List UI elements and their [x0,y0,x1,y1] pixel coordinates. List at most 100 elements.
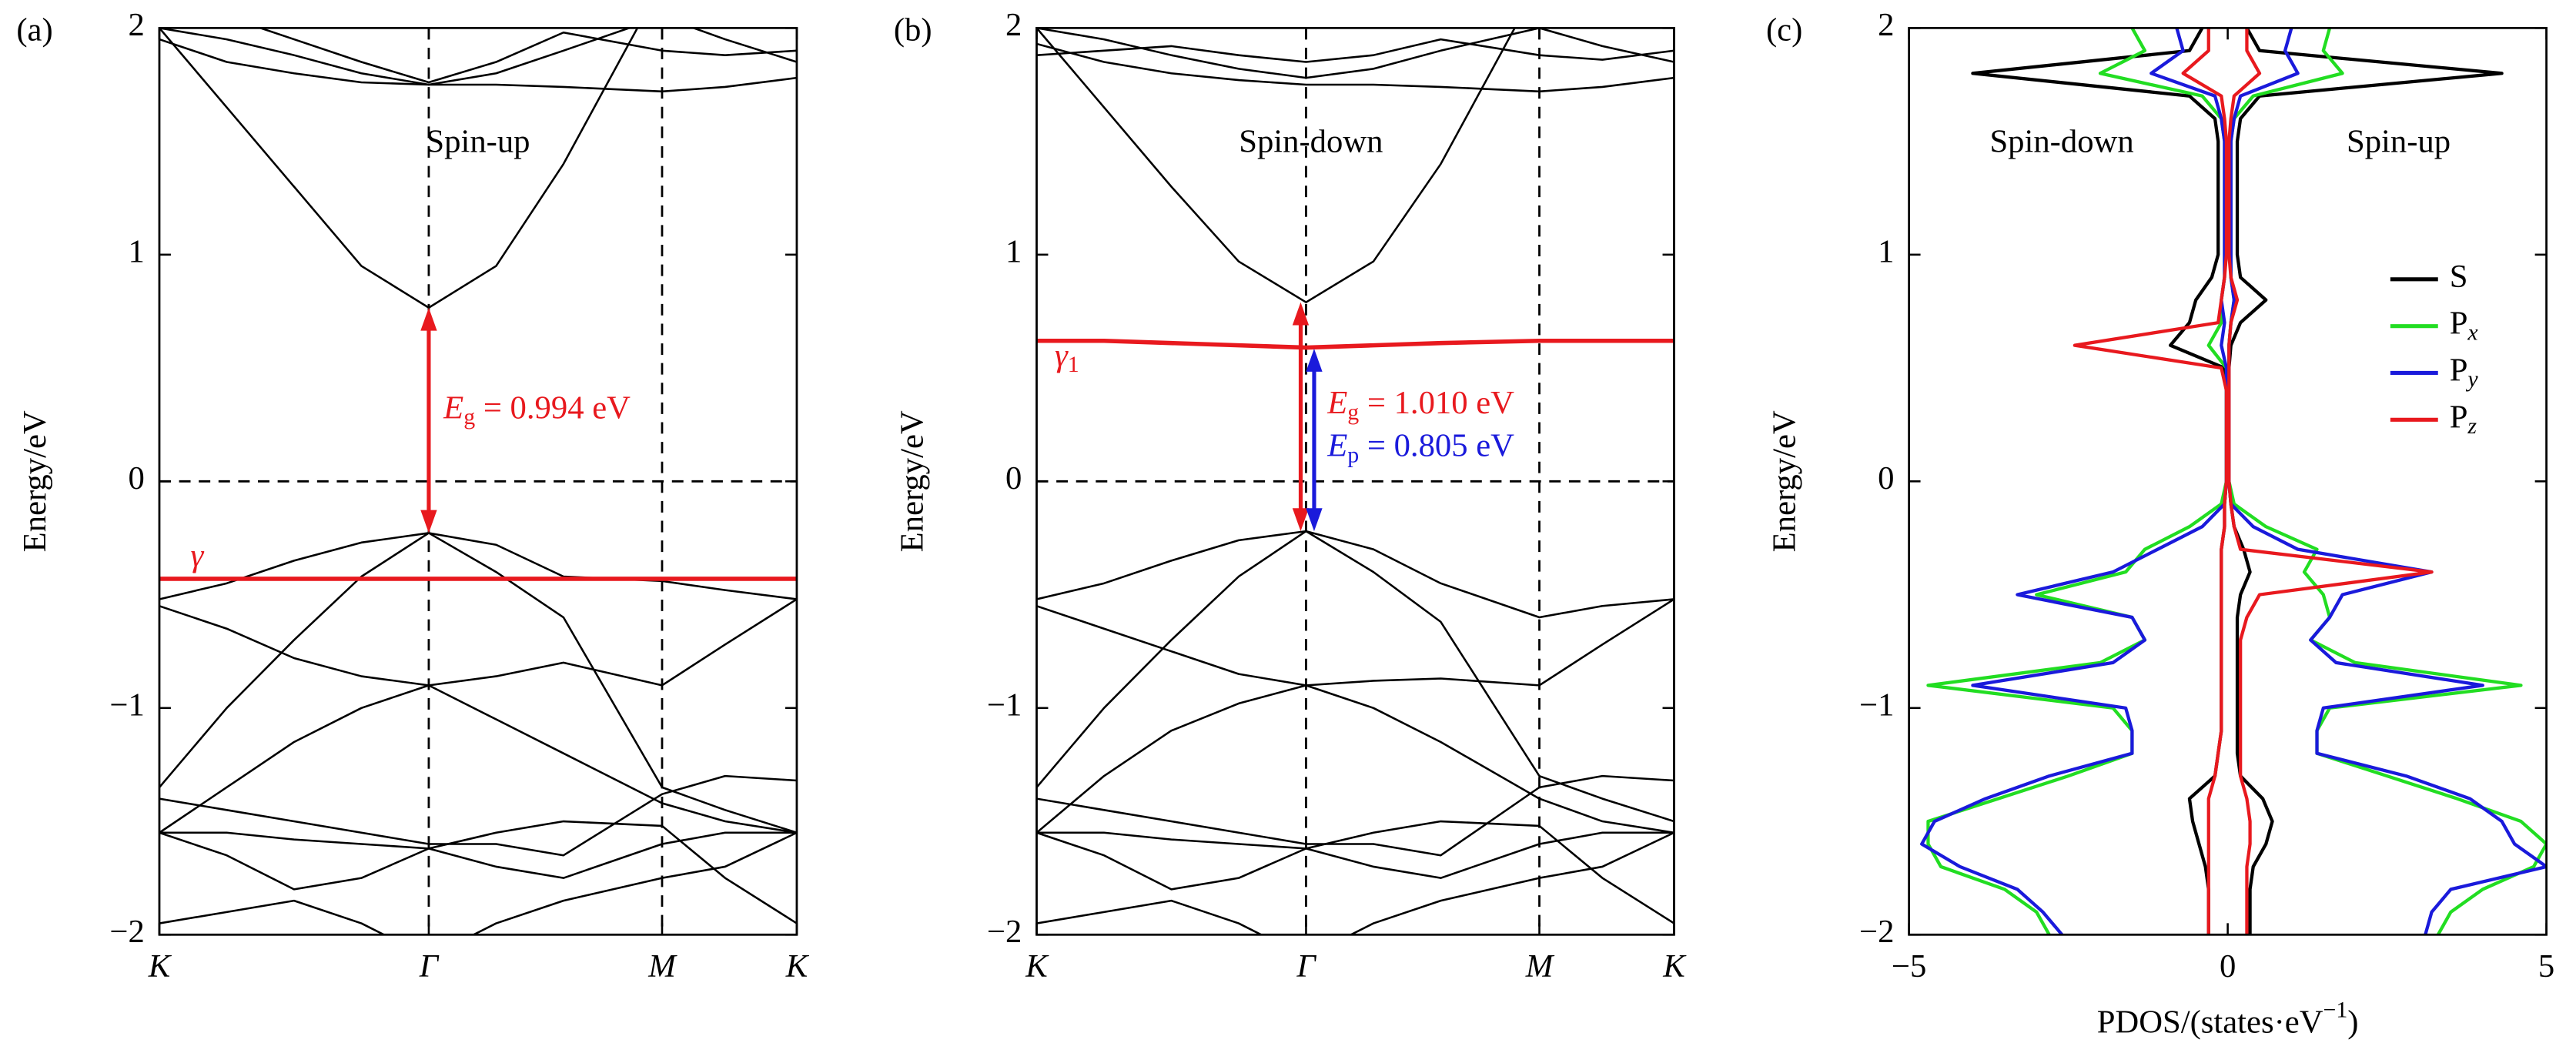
band [1036,28,1516,303]
x-tick-label: 0 [2220,948,2236,984]
arrow-head [1292,302,1310,326]
arrow-head [1306,349,1323,372]
gap-subscript: p [1347,442,1359,467]
plot-area [1920,28,2547,935]
x-axis-label: PDOS/(states·eV−1) [2097,997,2359,1040]
y-tick-label: 0 [1005,460,1022,496]
arrow-head [1306,508,1323,532]
band [159,38,797,93]
x-tick-label: K [148,948,172,984]
legend-label: Px [2450,305,2479,345]
y-tick-label: 1 [1878,234,1894,270]
annotation: Spin-up [426,124,530,160]
y-tick-label: 2 [128,7,144,43]
band [1036,28,1674,79]
x-axis-label-text: PDOS/(states·eV [2097,1004,2323,1040]
band-label-text: γ [1055,337,1069,373]
legend-name: P [2450,399,2468,435]
gap-label: Eg = 0.994 eV [443,389,631,430]
pdos-curve [1971,28,2229,935]
gap-symbol: E [443,389,463,426]
band [1036,831,1674,879]
legend-subscript: x [2467,319,2478,345]
gap-text: = 1.010 eV [1367,385,1514,421]
gap-text: = 0.994 eV [483,389,631,426]
band-label-text: γ [191,537,205,573]
y-tick-label: 1 [1005,234,1022,270]
gap-label: Eg = 1.010 eV [1326,385,1514,425]
band [1036,820,1674,924]
gap-label: Ep = 0.805 eV [1326,427,1514,467]
legend-name: P [2450,352,2468,388]
band [1036,598,1674,687]
y-tick-label: −1 [109,687,144,724]
band [159,831,797,935]
y-tick-label: 1 [128,234,144,270]
x-axis-label-sup: −1 [2323,997,2348,1022]
band [159,684,797,834]
x-tick-label: K [1025,948,1049,984]
band [159,831,797,879]
band-label: γ [191,537,205,573]
pdos-curve [2227,28,2547,935]
y-axis-label: Energy/eV [894,410,930,552]
legend-name: S [2450,259,2468,295]
pdos-curve [2227,28,2434,935]
x-tick-label: 5 [2538,948,2554,984]
plot-area [159,28,797,935]
panel-label: (b) [894,12,932,48]
arrow-head [420,510,437,533]
legend-label: Pz [2450,399,2477,439]
legend-subscript: z [2467,413,2477,439]
pdos-curve [1920,28,2229,935]
arrow-head [1292,508,1310,532]
y-axis-label: Energy/eV [17,410,53,552]
band [159,28,797,86]
x-tick-label: M [1525,948,1555,984]
arrow-head [420,307,437,331]
band [1036,38,1674,63]
y-tick-label: −1 [987,687,1022,724]
pdos-curve [1926,28,2229,935]
legend-label: Py [2450,352,2479,392]
band [159,532,797,600]
y-tick-label: 2 [1005,7,1022,43]
x-tick-label: Γ [1296,948,1316,984]
band [1036,774,1674,857]
band [257,28,797,84]
band [159,774,797,857]
band [159,598,797,687]
x-tick-label: −5 [1892,948,1926,984]
gap-symbol: E [1326,427,1347,463]
y-tick-label: −2 [1859,914,1894,950]
band [1036,831,1674,935]
x-tick-label: Γ [419,948,440,984]
y-tick-label: 0 [128,460,144,496]
band-label-subscript: 1 [1068,352,1079,377]
gap-text: = 0.805 eV [1367,427,1514,463]
band [1036,684,1674,834]
pdos-curve [2227,28,2547,935]
annotation: Spin-down [1989,124,2133,160]
y-tick-label: 2 [1878,7,1894,43]
band [1036,530,1674,823]
x-tick-label: K [1662,948,1687,984]
annotation: Spin-down [1239,124,1383,160]
gap-subscript: g [463,404,475,430]
y-tick-label: −1 [1859,687,1894,724]
band-label: γ1 [1055,337,1079,377]
band [159,820,797,924]
x-axis-label-tail: ) [2347,1004,2358,1040]
y-tick-label: 0 [1878,460,1894,496]
legend-label: S [2450,259,2468,295]
pdos-curve [2073,28,2229,935]
band [1036,530,1674,619]
band [1036,42,1674,93]
legend-subscript: y [2465,366,2478,392]
flat-band [1036,338,1674,350]
x-tick-label: K [785,948,810,984]
gap-symbol: E [1326,385,1347,421]
